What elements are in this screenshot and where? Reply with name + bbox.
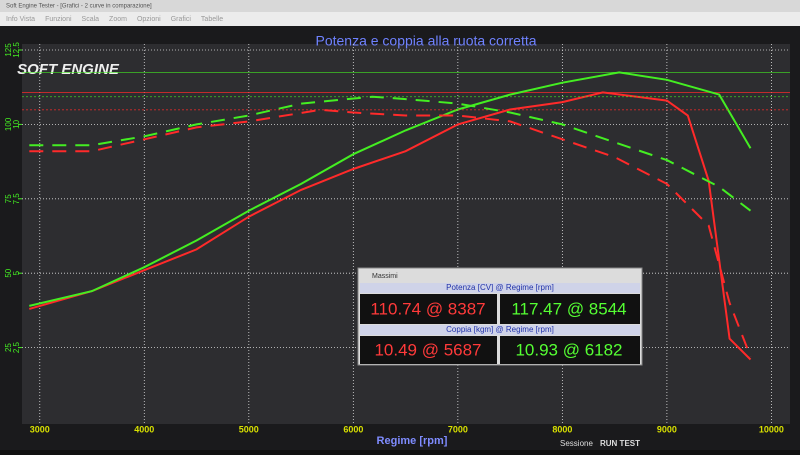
y-tick-label: 50 — [4, 268, 13, 277]
power-value: 110.74 @ 8387 — [370, 299, 485, 318]
menu-item: Scala — [82, 16, 100, 23]
menu-item: Opzioni — [137, 16, 161, 23]
cell — [500, 336, 640, 364]
x-tick-label: 9000 — [657, 424, 677, 434]
x-tick-label: 4000 — [134, 424, 154, 434]
torque-value: 10.93 @ 6182 — [515, 340, 622, 359]
readout-window: Massimi Potenza [CV] @ Regime [rpm] 110.… — [357, 267, 643, 366]
header-bg — [360, 283, 640, 293]
chart-title: Potenza e coppia alla ruota corretta — [315, 33, 536, 49]
x-tick-label: 3000 — [30, 424, 50, 434]
status-value: RUN TEST — [600, 439, 640, 448]
y-tick-label: 75 — [4, 194, 13, 203]
x-axis-label: Regime [rpm] — [377, 435, 448, 447]
series-line — [29, 95, 752, 212]
status-label: Sessione — [560, 439, 593, 448]
x-tick-label: 7000 — [448, 424, 468, 434]
y2-tick-label: 7.5 — [12, 193, 21, 205]
menu-item: Info Vista — [6, 16, 35, 23]
y2-tick-label: 2.5 — [12, 341, 21, 353]
readout-title: Massimi — [372, 273, 398, 280]
y2-tick-label: 12.5 — [12, 42, 21, 58]
y2-tick-label: 10 — [12, 119, 21, 128]
x-tick-label: 10000 — [759, 424, 784, 434]
x-tick-label: 5000 — [239, 424, 259, 434]
logo: SOFT ENGINE — [17, 61, 120, 78]
series-line — [29, 71, 752, 307]
cell — [360, 294, 497, 324]
y-tick-label: 25 — [4, 343, 13, 352]
menu-item: Zoom — [109, 16, 127, 23]
menu: Info Vista Funzioni Scala Zoom Opzioni Grafic… — [6, 16, 223, 23]
series-line — [29, 91, 752, 361]
y-tick-label: 125 — [4, 43, 13, 57]
plot: 3000 4000 5000 6000 7000 8000 9000 10000 25 50 75 1… — [4, 42, 790, 434]
header-bg — [360, 325, 640, 335]
cell — [500, 294, 640, 324]
menu-item: Grafici — [171, 16, 192, 23]
torque-value: 10.49 @ 5687 — [374, 340, 481, 359]
plot-area — [22, 44, 790, 424]
title-bar — [0, 0, 800, 12]
menu-item: Tabelle — [201, 16, 223, 23]
x-tick-label: 6000 — [343, 424, 363, 434]
window-title: Soft Engine Tester - [Grafici - 2 curve … — [6, 4, 152, 10]
series-line — [29, 108, 752, 357]
power-header: Potenza [CV] @ Regime [rpm] — [446, 283, 554, 292]
torque-header: Coppia [kgm] @ Regime [rpm] — [446, 325, 554, 334]
power-value: 117.47 @ 8544 — [511, 299, 626, 318]
y-tick-label: 100 — [4, 117, 13, 131]
menu-item: Funzioni — [45, 16, 72, 23]
cell — [360, 336, 497, 364]
x-tick-label: 8000 — [552, 424, 572, 434]
y2-tick-label: 5 — [12, 270, 21, 275]
menu-bar — [0, 12, 800, 26]
